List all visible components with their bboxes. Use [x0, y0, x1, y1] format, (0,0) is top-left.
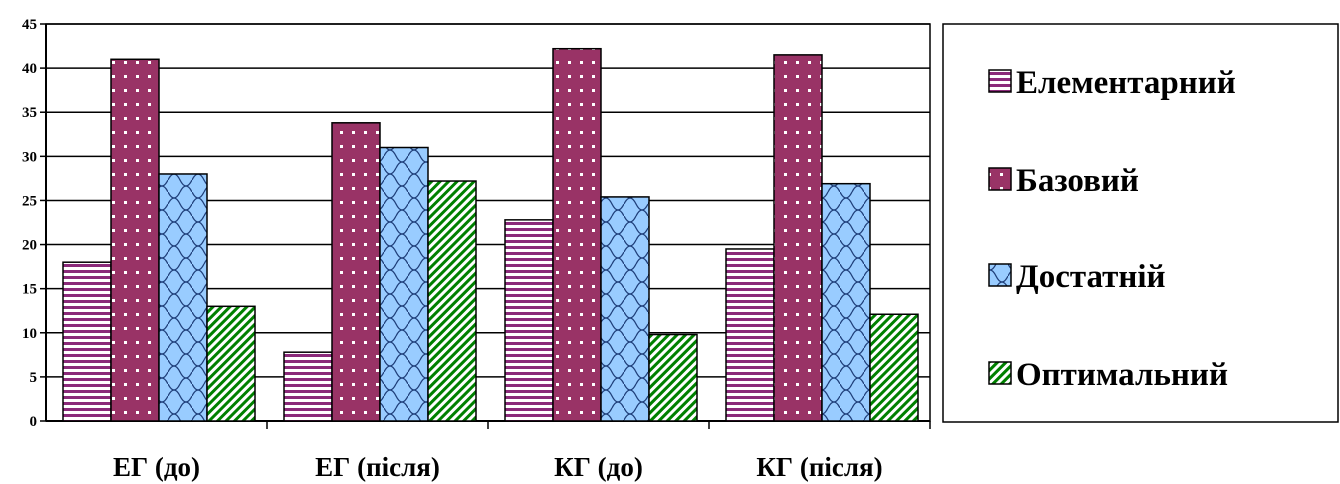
y-tick-label: 5: [30, 370, 38, 386]
y-tick-label: 10: [22, 326, 37, 342]
bar-Елементарний-ЕГ (до): [62, 261, 112, 422]
bar-Достатній-ЕГ (після): [379, 146, 429, 422]
y-tick-label: 35: [22, 105, 37, 121]
bar-Базовий-КГ (після): [773, 54, 823, 422]
bar-Базовий-ЕГ (до): [110, 58, 160, 422]
bar-Елементарний-ЕГ (після): [283, 351, 333, 422]
bar-Оптимальний-КГ (після): [869, 313, 919, 422]
y-tick-label: 25: [22, 193, 37, 209]
bar-Базовий-КГ (до): [552, 47, 602, 422]
bar-Достатній-КГ (до): [600, 196, 650, 422]
y-tick-label: 30: [22, 149, 37, 165]
x-category-label: КГ (після): [756, 452, 882, 482]
legend-swatch-Оптимальний: [988, 361, 1012, 385]
bar-Базовий-ЕГ (після): [331, 122, 381, 422]
legend-label: Оптимальний: [1016, 357, 1228, 393]
y-tick-label: 20: [22, 238, 37, 254]
bar-Оптимальний-ЕГ (після): [427, 180, 477, 422]
legend-label: Базовий: [1016, 163, 1139, 199]
legend-swatch-Базовий: [988, 167, 1012, 191]
x-category-label: ЕГ (після): [315, 452, 440, 482]
bar-Достатній-КГ (після): [821, 182, 871, 422]
bar-Достатній-ЕГ (до): [158, 173, 208, 422]
y-tick-label: 40: [22, 61, 37, 77]
legend-label: Достатній: [1016, 259, 1166, 295]
y-tick-label: 15: [22, 282, 37, 298]
bar-Елементарний-КГ (після): [725, 248, 775, 422]
bar-Оптимальний-КГ (до): [648, 333, 698, 422]
x-category-label: ЕГ (до): [113, 452, 200, 482]
legend-swatch-Елементарний: [988, 69, 1012, 93]
x-category-label: КГ (до): [554, 452, 643, 482]
legend-swatch-Достатній: [988, 263, 1012, 287]
y-tick-label: 0: [30, 414, 38, 430]
bar-Елементарний-КГ (до): [504, 219, 554, 422]
y-tick-label: 45: [22, 17, 37, 33]
legend-label: Елементарний: [1016, 65, 1236, 101]
bar-Оптимальний-ЕГ (до): [206, 305, 256, 422]
